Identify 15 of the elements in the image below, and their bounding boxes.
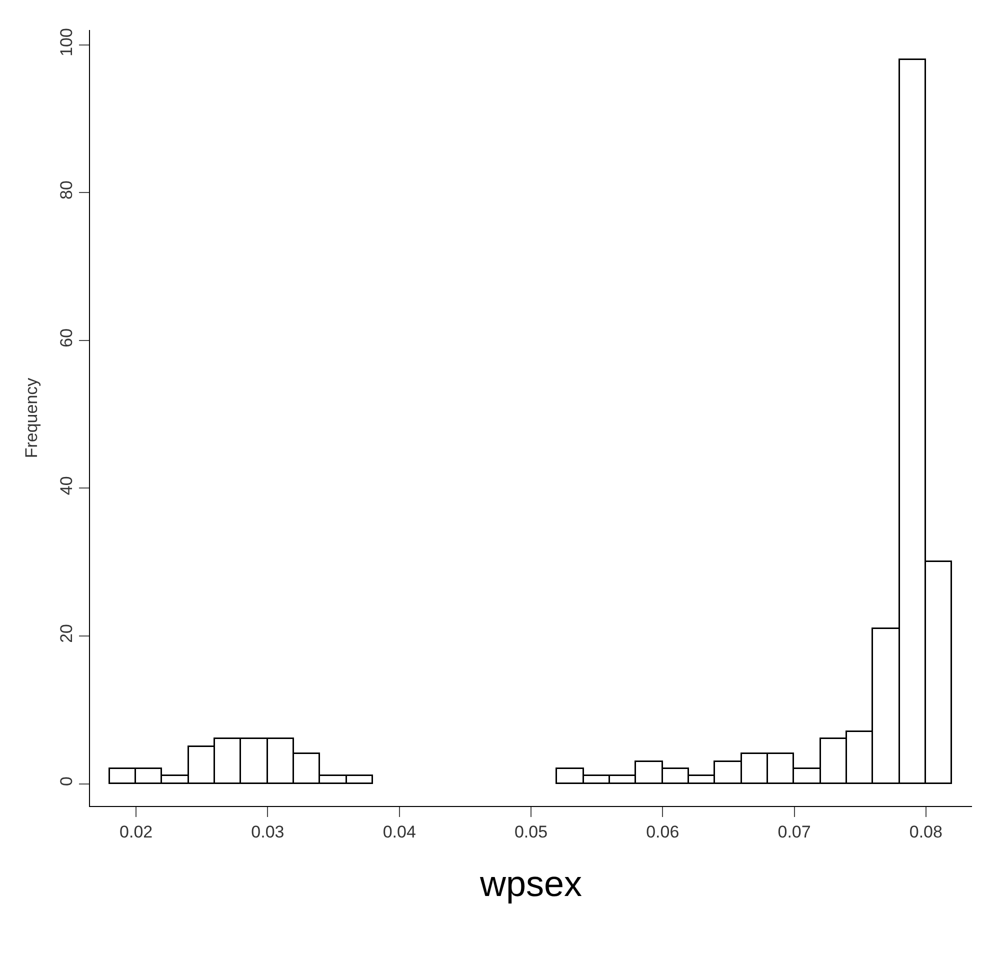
y-tick-label: 20 (57, 624, 76, 643)
x-tick-label: 0.06 (646, 822, 680, 842)
y-tick-label: 80 (57, 180, 76, 200)
x-tick-label: 0.08 (909, 822, 942, 842)
y-tick-label: 40 (57, 476, 76, 496)
x-tick-label: 0.04 (382, 822, 416, 842)
y-axis-title: Frequency (22, 377, 41, 458)
y-tick-label: 60 (57, 328, 76, 348)
x-tick-label: 0.07 (778, 822, 811, 842)
x-tick-label: 0.02 (120, 822, 153, 842)
x-tick-label: 0.03 (251, 822, 284, 842)
x-axis-title: wpsex (478, 863, 582, 904)
x-tick-label: 0.05 (514, 822, 548, 842)
y-tick-label: 100 (57, 28, 76, 56)
y-tick-label: 0 (57, 776, 76, 786)
